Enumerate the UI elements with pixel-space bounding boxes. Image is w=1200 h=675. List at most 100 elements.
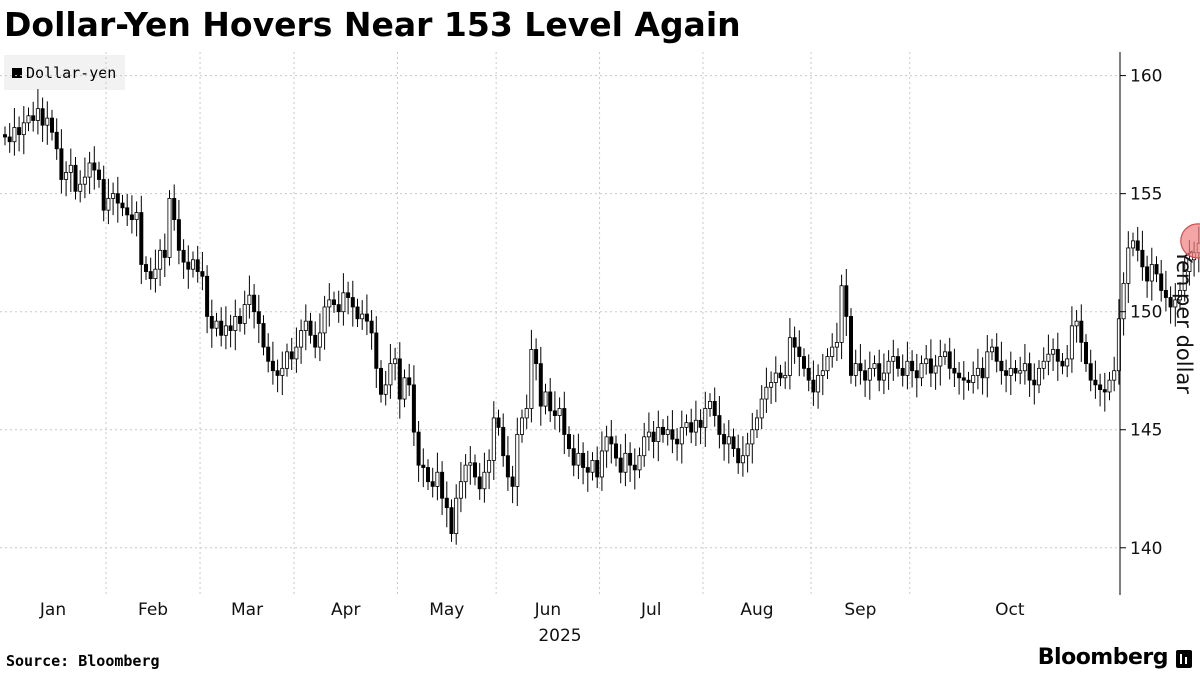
candle-body-217: [1022, 363, 1027, 372]
candle-body-94: [444, 497, 449, 509]
candle-body-100: [472, 462, 477, 478]
candle-body-226: [1065, 358, 1070, 367]
candle-body-177: [834, 341, 839, 348]
candle-body-88: [416, 431, 421, 466]
candle-body-64: [303, 320, 308, 331]
candle-body-51: [242, 304, 247, 324]
candle-body-71: [336, 304, 341, 313]
candle-body-62: [294, 346, 299, 360]
candle-body-147: [693, 419, 698, 433]
candle-body-40: [190, 259, 195, 270]
candle-body-42: [200, 271, 205, 277]
source-note: Source: Bloomberg: [6, 652, 160, 670]
y-ticks: 140 145 150 155 160: [1120, 67, 1162, 559]
candle-body-114: [538, 363, 543, 407]
candle-body-8: [40, 108, 45, 126]
candle-body-110: [520, 417, 525, 435]
y-tick-label-150: 150: [1130, 303, 1162, 323]
candle-body-139: [656, 426, 661, 442]
x-tick-label-May: May: [429, 600, 464, 620]
legend: Dollar-yen: [4, 55, 125, 90]
candle-body-182: [858, 363, 863, 372]
candle-body-252: [1187, 259, 1192, 272]
candle-body-162: [764, 386, 769, 400]
candle-body-228: [1074, 320, 1079, 327]
candle-body-49: [233, 316, 238, 331]
candle-body-173: [816, 375, 821, 393]
candle-body-160: [755, 417, 760, 431]
candle-body-34: [162, 249, 167, 258]
candle-body-57: [270, 360, 275, 372]
candle-body-60: [284, 351, 289, 369]
candle-body-97: [458, 481, 463, 499]
candle-body-70: [331, 299, 336, 306]
candle-body-4: [21, 122, 26, 136]
candle-body-7: [35, 108, 40, 121]
candle-body-230: [1084, 341, 1089, 365]
candle-body-229: [1079, 320, 1084, 343]
candle-body-243: [1145, 266, 1150, 282]
highlight-marker: [1180, 223, 1200, 259]
candle-body-18: [87, 162, 92, 178]
candle-body-244: [1149, 264, 1154, 282]
candle-body-196: [924, 358, 929, 365]
candle-body-108: [510, 476, 515, 487]
candle-body-149: [703, 408, 708, 428]
candle-body-125: [590, 460, 595, 473]
candle-body-111: [524, 408, 529, 419]
candle-body-192: [905, 360, 910, 376]
candle-body-73: [346, 292, 351, 298]
candle-body-175: [825, 356, 830, 372]
candle-body-11: [54, 131, 59, 150]
candle-body-232: [1093, 379, 1098, 386]
candle-body-112: [529, 349, 534, 409]
candle-body-236: [1112, 370, 1117, 381]
candle-body-189: [891, 356, 896, 362]
candle-body-26: [125, 207, 130, 216]
candle-body-123: [581, 452, 586, 468]
candle-body-45: [214, 320, 219, 329]
candle-body-222: [1046, 353, 1051, 362]
candle-body-14: [68, 164, 73, 173]
candle-body-233: [1098, 384, 1103, 391]
candle-body-204: [961, 377, 966, 381]
candle-body-206: [971, 375, 976, 383]
candle-body-184: [867, 367, 872, 381]
candle-body-0: [3, 134, 8, 138]
candle-body-240: [1131, 240, 1136, 249]
candle-body-199: [938, 356, 943, 367]
candle-body-72: [341, 292, 346, 313]
candle-body-128: [604, 436, 609, 452]
candle-body-76: [360, 313, 365, 320]
candle-body-55: [261, 323, 266, 348]
candle-body-132: [623, 452, 628, 473]
y-axis-title: Yen per dollar: [1172, 249, 1196, 394]
candle-body-190: [896, 356, 901, 369]
x-tick-label-Oct: Oct: [995, 600, 1025, 620]
x-tick-label-Mar: Mar: [231, 600, 263, 620]
candle-body-101: [477, 476, 482, 490]
candle-body-201: [947, 351, 952, 369]
candle-body-56: [266, 346, 271, 362]
candle-body-41: [195, 259, 200, 272]
candle-body-87: [411, 384, 416, 433]
x-axis-year-label: 2025: [538, 626, 581, 646]
candle-body-166: [783, 375, 788, 379]
candle-body-117: [552, 410, 557, 416]
candle-body-27: [129, 214, 134, 221]
x-tick-label-Jul: Jul: [640, 600, 662, 620]
candle-body-5: [26, 115, 31, 124]
candle-body-116: [548, 391, 553, 412]
candle-body-146: [689, 422, 694, 433]
y-tick-label-145: 145: [1130, 421, 1162, 441]
candle-body-134: [632, 464, 637, 471]
candle-body-135: [637, 455, 642, 471]
candle-body-197: [928, 358, 933, 374]
x-tick-label-Feb: Feb: [138, 600, 168, 620]
candle-body-145: [684, 422, 689, 428]
y-tick-label-140: 140: [1130, 539, 1162, 559]
legend-swatch: [12, 67, 22, 78]
candle-body-234: [1102, 389, 1107, 393]
candle-body-153: [722, 434, 727, 445]
candle-body-109: [515, 434, 520, 487]
